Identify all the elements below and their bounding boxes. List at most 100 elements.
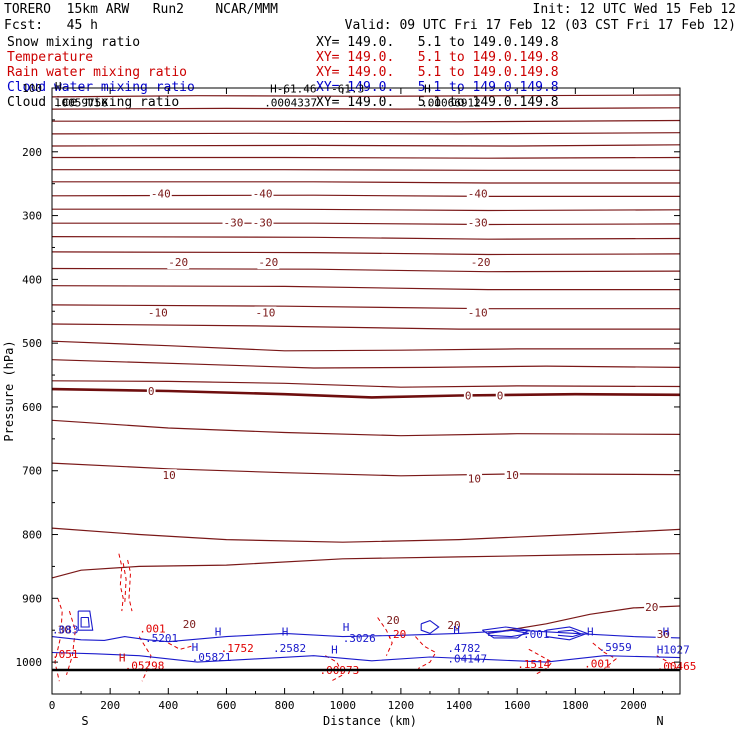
x-tick-label-2: 400 [158, 699, 178, 712]
legend-snow-xy: XY= 149.0. 5.1 to 149.0.149.8 [316, 35, 559, 50]
temperature-label-5: -30 [468, 217, 488, 230]
temperature-label-23: 30 [58, 624, 71, 637]
y-tick-label-1: 300 [22, 210, 42, 223]
x-tick-label-10: 2000 [620, 699, 647, 712]
temperature-contours [51, 94, 681, 634]
extremum-label-5: .0004337 [264, 97, 317, 110]
temperature-label-21: 20 [447, 619, 460, 632]
temperature-label-3-bg [222, 216, 245, 230]
x-tick-label-0: 0 [49, 699, 56, 712]
cloud-contour-1 [51, 629, 681, 643]
rain-contour-5 [138, 636, 152, 682]
extremum-label-11: H [587, 626, 594, 639]
isotherm-18 [51, 359, 681, 369]
temperature-label-22: 30 [657, 628, 670, 641]
y-tick-label-8: 1000 [16, 656, 43, 669]
extremum-label-9: H [343, 621, 350, 634]
extremum-label-0: H [55, 80, 62, 93]
temperature-label-16-bg [466, 472, 483, 486]
legend-temperature-xy: XY= 149.0. 5.1 to 149.0.149.8 [316, 50, 559, 65]
temperature-label-2-bg [466, 187, 489, 201]
temperature-label-23-bg [56, 623, 73, 637]
temperature-label-20: 20 [183, 618, 196, 631]
rain-contour-10 [528, 648, 553, 676]
cloud-label-5: .4782 [447, 642, 480, 655]
rain-contour-4 [122, 563, 127, 605]
x-tick-label-9: 1800 [562, 699, 589, 712]
rain-contour-6 [168, 642, 192, 650]
y-tick-label-0: 200 [22, 146, 42, 159]
rain-contour-3 [127, 559, 133, 612]
extremum-label-2: -61.3 [331, 83, 364, 96]
south-label: S [81, 714, 88, 728]
freezing-level-line [51, 387, 681, 399]
extremum-label-1: H-61.46 [270, 83, 316, 96]
temperature-label-9-bg [146, 306, 169, 320]
y-tick-label-7: 900 [22, 592, 42, 605]
temperature-label-4: -30 [253, 217, 273, 230]
rain-label-6: .001 [584, 657, 611, 670]
x-tick-label-5: 1000 [329, 699, 356, 712]
temperature-label-11-bg [466, 306, 489, 320]
y-tick-label-top: 100 [22, 82, 42, 95]
temperature-label-1: -40 [253, 187, 273, 200]
forecast-hour: Fcst: 45 h [4, 18, 98, 33]
cloud-label-2: .05821 [192, 651, 232, 664]
rain-label-4: .20 [386, 628, 406, 641]
isotherm-2 [52, 119, 681, 123]
temperature-label-8-bg [469, 256, 492, 270]
temperature-label-19: 20 [386, 614, 399, 627]
cloud-label-1: .5201 [145, 632, 178, 645]
temperature-label-17: 10 [506, 469, 519, 482]
x-tick-label-3: 600 [217, 699, 237, 712]
isotherm-13 [51, 267, 681, 273]
rain-contour-2 [118, 553, 124, 612]
temperature-label-5-bg [466, 216, 489, 230]
y-tick-label-5: 700 [22, 465, 42, 478]
temperature-label-10: -10 [256, 307, 276, 320]
isotherm-1 [51, 107, 681, 110]
y-tick-label-4: 600 [22, 401, 42, 414]
x-tick-label-8: 1600 [504, 699, 531, 712]
rain-contour-9 [415, 636, 437, 669]
temperature-label-9: -10 [148, 307, 168, 320]
extremum-label-3: H [424, 83, 431, 96]
temperature-label-10-bg [254, 306, 277, 320]
init-time: Init: 12 UTC Wed 15 Feb 12 [532, 2, 737, 17]
north-label: N [656, 714, 663, 728]
cloud-label-7: .001 [523, 628, 550, 641]
legend-cloud-ice-label: Cloud ice mixing ratio [7, 95, 180, 110]
isotherm-14 [51, 285, 680, 291]
y-tick-label-6: 800 [22, 529, 42, 542]
temperature-label-22-bg [655, 628, 671, 641]
legend-temperature-label: Temperature [7, 50, 94, 65]
isotherm-16 [51, 323, 680, 330]
y-axis-label: Pressure (hPa) [2, 340, 16, 441]
contour-labels: -40 -40 -40 -30 -30 -30 -20 -20 -20 -10 -10 -10 0 0 0 1… [52, 80, 696, 677]
extremum-label-8: H [282, 626, 289, 639]
extremum-label-12: H [663, 626, 670, 639]
isotherm-0 [51, 94, 681, 98]
isotherm-8 [51, 194, 680, 197]
temperature-label-18-bg [644, 601, 660, 615]
isotherm-21 [51, 462, 681, 477]
extremum-label-15: H [119, 652, 126, 665]
extremum-label-10: H [453, 624, 460, 637]
legend-snow-label: Snow mixing ratio [7, 35, 141, 50]
isotherm-7 [52, 181, 680, 184]
extremum-label-4: .0059756 [55, 97, 108, 110]
cloud-contour-7 [545, 626, 589, 641]
rain-label-3: .1752 [221, 642, 254, 655]
rain-contours [54, 553, 678, 682]
temperature-label-0: -40 [151, 187, 171, 200]
isotherm-17 [51, 340, 680, 352]
temperature-label-20-bg [181, 617, 198, 631]
extremum-label-7: H [215, 626, 222, 639]
rain-contour-8 [377, 617, 393, 656]
isotherm-10 [52, 222, 681, 226]
cloud-label-4: .3026 [343, 632, 376, 645]
cloud-contour-2 [77, 610, 94, 631]
temperature-label-15: 10 [163, 469, 176, 482]
cloud-label-8: .5959 [599, 641, 632, 654]
